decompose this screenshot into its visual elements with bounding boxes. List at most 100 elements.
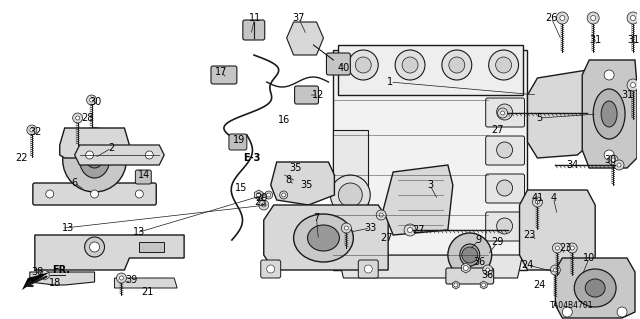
Circle shape — [495, 57, 511, 73]
Circle shape — [339, 183, 362, 207]
FancyBboxPatch shape — [486, 98, 525, 127]
FancyBboxPatch shape — [33, 183, 156, 205]
Ellipse shape — [585, 279, 605, 297]
Ellipse shape — [593, 89, 625, 139]
Text: 24: 24 — [522, 260, 534, 270]
Circle shape — [604, 70, 614, 80]
Text: 40: 40 — [337, 63, 349, 73]
Text: 22: 22 — [15, 153, 28, 163]
Circle shape — [86, 95, 97, 105]
Text: 30: 30 — [604, 155, 616, 165]
Circle shape — [617, 307, 627, 317]
Text: 10: 10 — [583, 253, 595, 263]
Circle shape — [448, 233, 492, 277]
FancyBboxPatch shape — [486, 174, 525, 203]
Circle shape — [560, 16, 565, 20]
Circle shape — [348, 50, 378, 80]
Circle shape — [604, 150, 614, 160]
Circle shape — [454, 283, 458, 287]
Text: 27: 27 — [380, 233, 392, 243]
Circle shape — [497, 104, 513, 120]
Circle shape — [617, 163, 621, 167]
Circle shape — [262, 203, 266, 207]
Polygon shape — [40, 270, 49, 280]
Circle shape — [588, 12, 599, 24]
Text: 28: 28 — [81, 113, 94, 123]
Polygon shape — [287, 22, 323, 55]
Circle shape — [497, 218, 513, 234]
Text: 31: 31 — [589, 35, 602, 45]
Circle shape — [344, 226, 348, 230]
Polygon shape — [520, 190, 595, 270]
Circle shape — [330, 175, 371, 215]
Text: 7: 7 — [314, 213, 319, 223]
Text: 8: 8 — [285, 175, 292, 185]
Polygon shape — [115, 278, 177, 288]
Circle shape — [30, 128, 34, 132]
Circle shape — [402, 57, 418, 73]
Circle shape — [90, 98, 93, 102]
Text: 27: 27 — [492, 125, 504, 135]
Text: 38: 38 — [32, 267, 44, 277]
Text: E-3: E-3 — [243, 153, 260, 163]
Polygon shape — [35, 235, 184, 270]
FancyBboxPatch shape — [260, 260, 281, 278]
Circle shape — [570, 246, 574, 250]
Circle shape — [259, 200, 269, 210]
Text: 26: 26 — [545, 13, 557, 23]
Circle shape — [86, 151, 93, 159]
Circle shape — [556, 12, 568, 24]
Circle shape — [486, 268, 490, 272]
Circle shape — [395, 50, 425, 80]
Text: 3: 3 — [427, 180, 433, 190]
Text: 17: 17 — [215, 67, 227, 77]
FancyBboxPatch shape — [135, 170, 151, 184]
Text: 12: 12 — [312, 90, 324, 100]
Circle shape — [627, 79, 639, 91]
Circle shape — [256, 192, 261, 197]
Circle shape — [379, 213, 383, 217]
Circle shape — [63, 128, 126, 192]
Circle shape — [449, 57, 465, 73]
Text: 37: 37 — [292, 13, 305, 23]
Polygon shape — [452, 281, 460, 289]
Circle shape — [497, 142, 513, 158]
Polygon shape — [333, 130, 368, 270]
Text: 11: 11 — [249, 13, 261, 23]
Circle shape — [627, 12, 639, 24]
Circle shape — [376, 210, 386, 220]
Circle shape — [46, 190, 54, 198]
Circle shape — [463, 265, 468, 271]
Text: 36: 36 — [474, 257, 486, 267]
Polygon shape — [333, 50, 527, 270]
Text: 25: 25 — [255, 197, 267, 207]
Text: 20: 20 — [255, 193, 268, 203]
FancyBboxPatch shape — [211, 66, 237, 84]
Text: 30: 30 — [90, 97, 102, 107]
Circle shape — [591, 16, 596, 20]
Text: TA04B4701: TA04B4701 — [550, 301, 593, 310]
Circle shape — [556, 246, 559, 250]
Circle shape — [462, 247, 477, 263]
Circle shape — [90, 242, 100, 252]
Ellipse shape — [308, 225, 339, 251]
Text: 39: 39 — [125, 275, 138, 285]
Circle shape — [442, 50, 472, 80]
Polygon shape — [271, 162, 335, 205]
FancyBboxPatch shape — [486, 212, 525, 241]
Circle shape — [341, 223, 351, 233]
Circle shape — [489, 50, 518, 80]
Circle shape — [552, 243, 563, 253]
Polygon shape — [339, 255, 522, 278]
Ellipse shape — [79, 142, 109, 178]
Text: 1: 1 — [387, 77, 393, 87]
Polygon shape — [527, 70, 595, 158]
Circle shape — [86, 152, 102, 168]
Circle shape — [550, 265, 561, 275]
Text: 36: 36 — [481, 270, 494, 280]
Circle shape — [73, 113, 83, 123]
Circle shape — [120, 276, 124, 280]
Text: 23: 23 — [524, 230, 536, 240]
Text: 32: 32 — [29, 127, 42, 137]
Text: 21: 21 — [141, 287, 154, 297]
